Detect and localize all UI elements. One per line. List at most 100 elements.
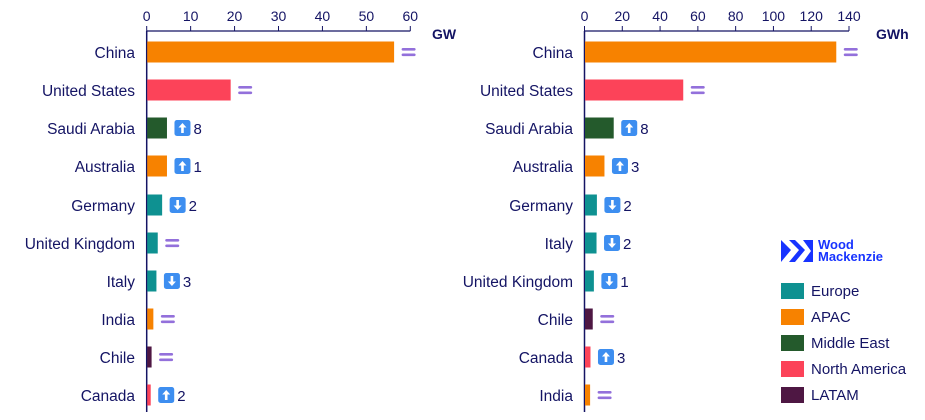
bar bbox=[147, 194, 163, 216]
unchanged-icon bbox=[401, 48, 416, 51]
category-label: India bbox=[539, 388, 573, 405]
arrow-glyph bbox=[605, 276, 614, 286]
unchanged-icon bbox=[597, 396, 612, 400]
legend-label: Europe bbox=[811, 282, 860, 300]
x-tick-label: 40 bbox=[315, 8, 331, 24]
bar bbox=[147, 308, 154, 330]
unchanged-icon bbox=[843, 48, 858, 51]
legend-item: LATAM bbox=[781, 382, 906, 408]
unchanged-icon bbox=[843, 53, 858, 57]
legend-item: Europe bbox=[781, 278, 906, 304]
category-label: Chile bbox=[100, 350, 135, 367]
x-tick-label: 100 bbox=[762, 8, 786, 24]
arrow-glyph bbox=[608, 238, 617, 248]
bar bbox=[585, 79, 684, 101]
legend-label: APAC bbox=[811, 308, 851, 326]
legend-label: LATAM bbox=[811, 386, 859, 404]
category-label: Germany bbox=[71, 198, 135, 215]
logo-line2: Mackenzie bbox=[818, 249, 884, 264]
arrow-glyph bbox=[173, 200, 182, 210]
arrow-glyph bbox=[167, 276, 176, 286]
category-label: Chile bbox=[538, 312, 573, 329]
bar bbox=[147, 270, 157, 292]
category-label: China bbox=[95, 45, 136, 62]
unchanged-icon bbox=[159, 358, 174, 362]
unchanged-icon bbox=[690, 91, 705, 95]
unchanged-icon bbox=[159, 353, 174, 356]
legend-label: Middle East bbox=[811, 334, 890, 352]
legend-swatch bbox=[781, 309, 804, 325]
unchanged-icon bbox=[165, 239, 180, 242]
category-label: Saudi Arabia bbox=[485, 121, 573, 138]
x-tick-label: 60 bbox=[690, 8, 706, 24]
arrow-glyph bbox=[162, 390, 171, 400]
unchanged-icon bbox=[597, 391, 612, 394]
rank-change-value: 2 bbox=[623, 198, 631, 215]
rank-change-value: 1 bbox=[193, 159, 201, 176]
legend-swatch bbox=[781, 361, 804, 377]
category-label: Germany bbox=[509, 198, 573, 215]
unchanged-icon bbox=[165, 244, 180, 248]
rank-change-value: 1 bbox=[620, 274, 628, 291]
unchanged-icon bbox=[160, 315, 175, 318]
bar bbox=[147, 155, 167, 177]
logo-mark-icon bbox=[781, 240, 813, 262]
unit-label: GW bbox=[432, 26, 457, 42]
legend: Wood Mackenzie Europe APAC Middle East Nort… bbox=[781, 238, 906, 408]
x-tick-label: 80 bbox=[728, 8, 744, 24]
bar bbox=[147, 117, 167, 139]
arrow-glyph bbox=[178, 161, 187, 171]
unchanged-icon bbox=[160, 320, 175, 324]
bar bbox=[585, 41, 837, 63]
arrow-glyph bbox=[608, 200, 617, 210]
legend-swatch bbox=[781, 335, 804, 351]
arrow-glyph bbox=[615, 161, 624, 171]
category-label: United Kingdom bbox=[25, 236, 135, 253]
arrow-glyph bbox=[625, 123, 634, 133]
rank-change-value: 2 bbox=[189, 198, 197, 215]
legend-item: North America bbox=[781, 356, 906, 382]
x-tick-label: 20 bbox=[614, 8, 630, 24]
arrow-glyph bbox=[601, 352, 610, 362]
bar bbox=[147, 346, 152, 368]
x-tick-label: 20 bbox=[227, 8, 243, 24]
category-label: United States bbox=[480, 83, 573, 100]
category-label: Canada bbox=[81, 388, 136, 405]
x-tick-label: 30 bbox=[271, 8, 287, 24]
category-label: Italy bbox=[545, 236, 574, 253]
category-label: Australia bbox=[75, 159, 136, 176]
unchanged-icon bbox=[600, 315, 615, 318]
legend-swatch bbox=[781, 283, 804, 299]
category-label: China bbox=[533, 45, 574, 62]
bar bbox=[147, 79, 231, 101]
arrow-glyph bbox=[178, 123, 187, 133]
unit-label: GWh bbox=[876, 26, 909, 42]
legend-item: Middle East bbox=[781, 330, 906, 356]
x-tick-label: 0 bbox=[143, 8, 151, 24]
category-label: Italy bbox=[107, 274, 136, 291]
unchanged-icon bbox=[401, 53, 416, 57]
x-tick-label: 0 bbox=[581, 8, 589, 24]
x-tick-label: 10 bbox=[183, 8, 199, 24]
bar bbox=[147, 232, 158, 254]
bar bbox=[585, 232, 597, 254]
rank-change-value: 2 bbox=[177, 388, 185, 405]
bar bbox=[585, 194, 597, 216]
bar bbox=[585, 270, 594, 292]
bar bbox=[585, 384, 591, 406]
bar bbox=[585, 155, 605, 177]
category-label: United States bbox=[42, 83, 135, 100]
unchanged-icon bbox=[690, 86, 705, 89]
logo-line1: Wood bbox=[818, 237, 854, 252]
rank-change-value: 3 bbox=[617, 350, 625, 367]
bar bbox=[585, 117, 614, 139]
rank-change-value: 3 bbox=[631, 159, 639, 176]
x-tick-label: 120 bbox=[800, 8, 824, 24]
category-label: Canada bbox=[519, 350, 574, 367]
legend-swatch bbox=[781, 387, 804, 403]
bar bbox=[585, 346, 591, 368]
x-tick-label: 140 bbox=[837, 8, 861, 24]
category-label: Australia bbox=[513, 159, 574, 176]
legend-label: North America bbox=[811, 360, 907, 378]
bar bbox=[147, 41, 395, 63]
